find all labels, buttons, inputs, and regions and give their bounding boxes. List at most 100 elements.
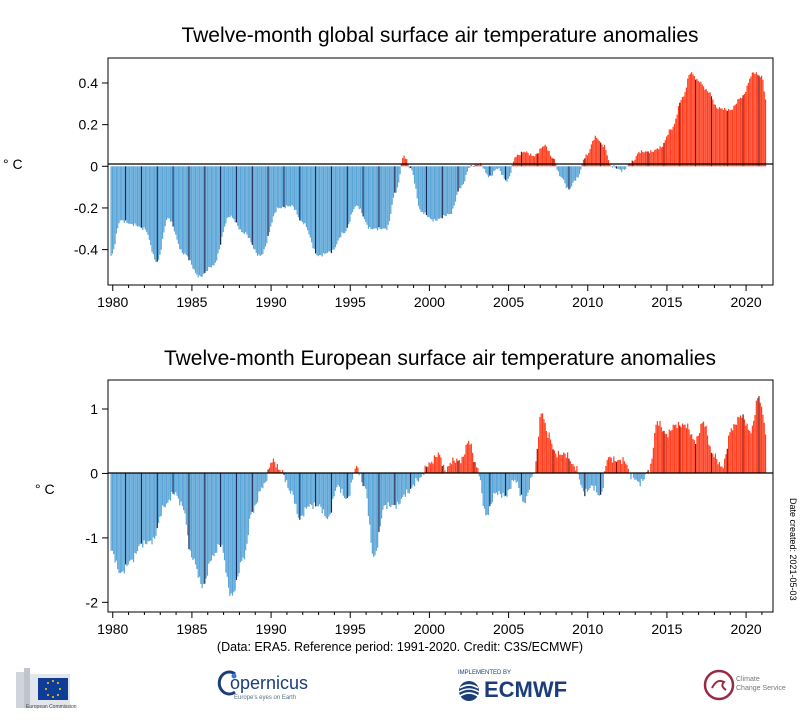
global-month-bar: [733, 105, 735, 167]
global-month-bar: [647, 151, 649, 167]
global-month-bar: [324, 166, 326, 255]
global-month-bar: [588, 152, 590, 167]
global-month-bar: [197, 166, 199, 278]
europe-month-bar: [518, 473, 520, 488]
europe-month-bar: [662, 431, 664, 474]
global-month-bar: [454, 166, 457, 202]
europe-month-bar: [589, 473, 591, 488]
global-month-bar: [704, 89, 706, 167]
global-month-bar: [448, 166, 450, 215]
global-month-bar: [223, 166, 226, 227]
global-month-bar: [245, 166, 247, 233]
global-month-bar: [746, 85, 748, 167]
global-month-bar: [753, 72, 755, 167]
europe-month-bar: [743, 419, 746, 474]
europe-month-bar: [753, 420, 755, 474]
europe-month-bar: [493, 473, 495, 493]
europe-month-bar: [664, 433, 666, 474]
europe-month-bar: [204, 473, 206, 584]
global-month-bar: [165, 166, 168, 221]
europe-month-bar: [696, 436, 698, 474]
europe-month-bar: [291, 473, 293, 491]
europe-month-bar: [466, 443, 468, 474]
europe-month-bar: [755, 400, 757, 474]
europe-month-bar: [333, 473, 335, 497]
europe-month-bar: [226, 473, 228, 577]
europe-month-bar: [626, 464, 628, 474]
global-month-bar: [275, 166, 277, 212]
europe-month-bar: [375, 473, 377, 551]
global-month-bar: [256, 166, 259, 256]
global-month-bar: [450, 166, 453, 215]
global-month-bar: [662, 146, 664, 167]
global-month-bar: [226, 166, 228, 218]
global-month-bar: [303, 166, 305, 225]
europe-month-bar: [679, 425, 681, 474]
global-month-bar: [764, 99, 767, 167]
europe-month-bar: [241, 473, 243, 561]
global-month-bar: [456, 166, 458, 195]
europe-xtick-label: 2005: [493, 621, 524, 637]
europe-month-bar: [341, 473, 343, 489]
global-month-bar: [466, 166, 468, 172]
europe-month-bar: [126, 473, 128, 567]
global-month-bar: [437, 166, 439, 219]
europe-month-bar: [428, 462, 430, 474]
global-month-bar: [366, 166, 368, 225]
europe-month-bar: [473, 462, 475, 474]
europe-month-bar: [163, 473, 165, 507]
global-month-bar: [618, 166, 620, 170]
europe-month-bar: [404, 473, 406, 497]
europe-month-bar: [581, 473, 583, 488]
europe-month-bar: [180, 473, 182, 502]
global-month-bar: [402, 158, 404, 167]
global-month-bar: [564, 166, 566, 184]
europe-month-bar: [159, 473, 161, 517]
global-month-bar: [322, 166, 325, 254]
global-month-bar: [177, 166, 180, 244]
europe-month-bar: [136, 473, 139, 552]
global-month-bar: [573, 166, 575, 181]
global-month-bar: [179, 166, 181, 250]
europe-month-bar: [706, 435, 709, 474]
global-ytick-label: 0: [90, 158, 98, 174]
global-month-bar: [208, 166, 210, 267]
global-month-bar: [408, 166, 410, 169]
europe-month-bar: [315, 473, 317, 507]
europe-month-bar: [305, 473, 307, 509]
europe-month-bar: [303, 473, 305, 517]
europe-month-bar: [440, 457, 442, 474]
global-month-bar: [355, 166, 358, 206]
europe-month-bar: [494, 473, 496, 494]
europe-month-bar: [700, 423, 702, 474]
global-month-bar: [506, 166, 508, 182]
europe-month-bar: [111, 473, 114, 551]
global-month-bar: [577, 166, 579, 178]
europe-month-bar: [258, 473, 260, 492]
europe-month-bar: [380, 473, 383, 519]
global-month-bar: [230, 166, 232, 216]
global-month-bar: [416, 166, 418, 199]
global-month-bar: [421, 166, 424, 212]
global-month-bar: [545, 146, 548, 167]
global-month-bar: [593, 139, 595, 167]
global-month-bar: [420, 166, 422, 212]
europe-month-bar: [611, 462, 614, 474]
global-month-bar: [643, 152, 645, 167]
europe-month-bar: [663, 430, 665, 474]
global-month-bar: [622, 166, 624, 169]
europe-month-bar: [321, 473, 323, 514]
europe-month-bar: [431, 461, 433, 474]
global-month-bar: [547, 150, 549, 167]
europe-month-bar: [288, 473, 290, 491]
global-month-bar: [491, 166, 494, 176]
global-month-bar: [489, 166, 491, 176]
europe-month-bar: [181, 473, 183, 507]
europe-month-bar: [475, 467, 478, 474]
europe-month-bar: [366, 473, 368, 499]
europe-month-bar: [446, 466, 449, 474]
global-month-bar: [722, 109, 724, 167]
global-month-bar: [308, 166, 310, 235]
global-month-bar: [198, 166, 201, 276]
europe-month-bar: [660, 427, 662, 474]
